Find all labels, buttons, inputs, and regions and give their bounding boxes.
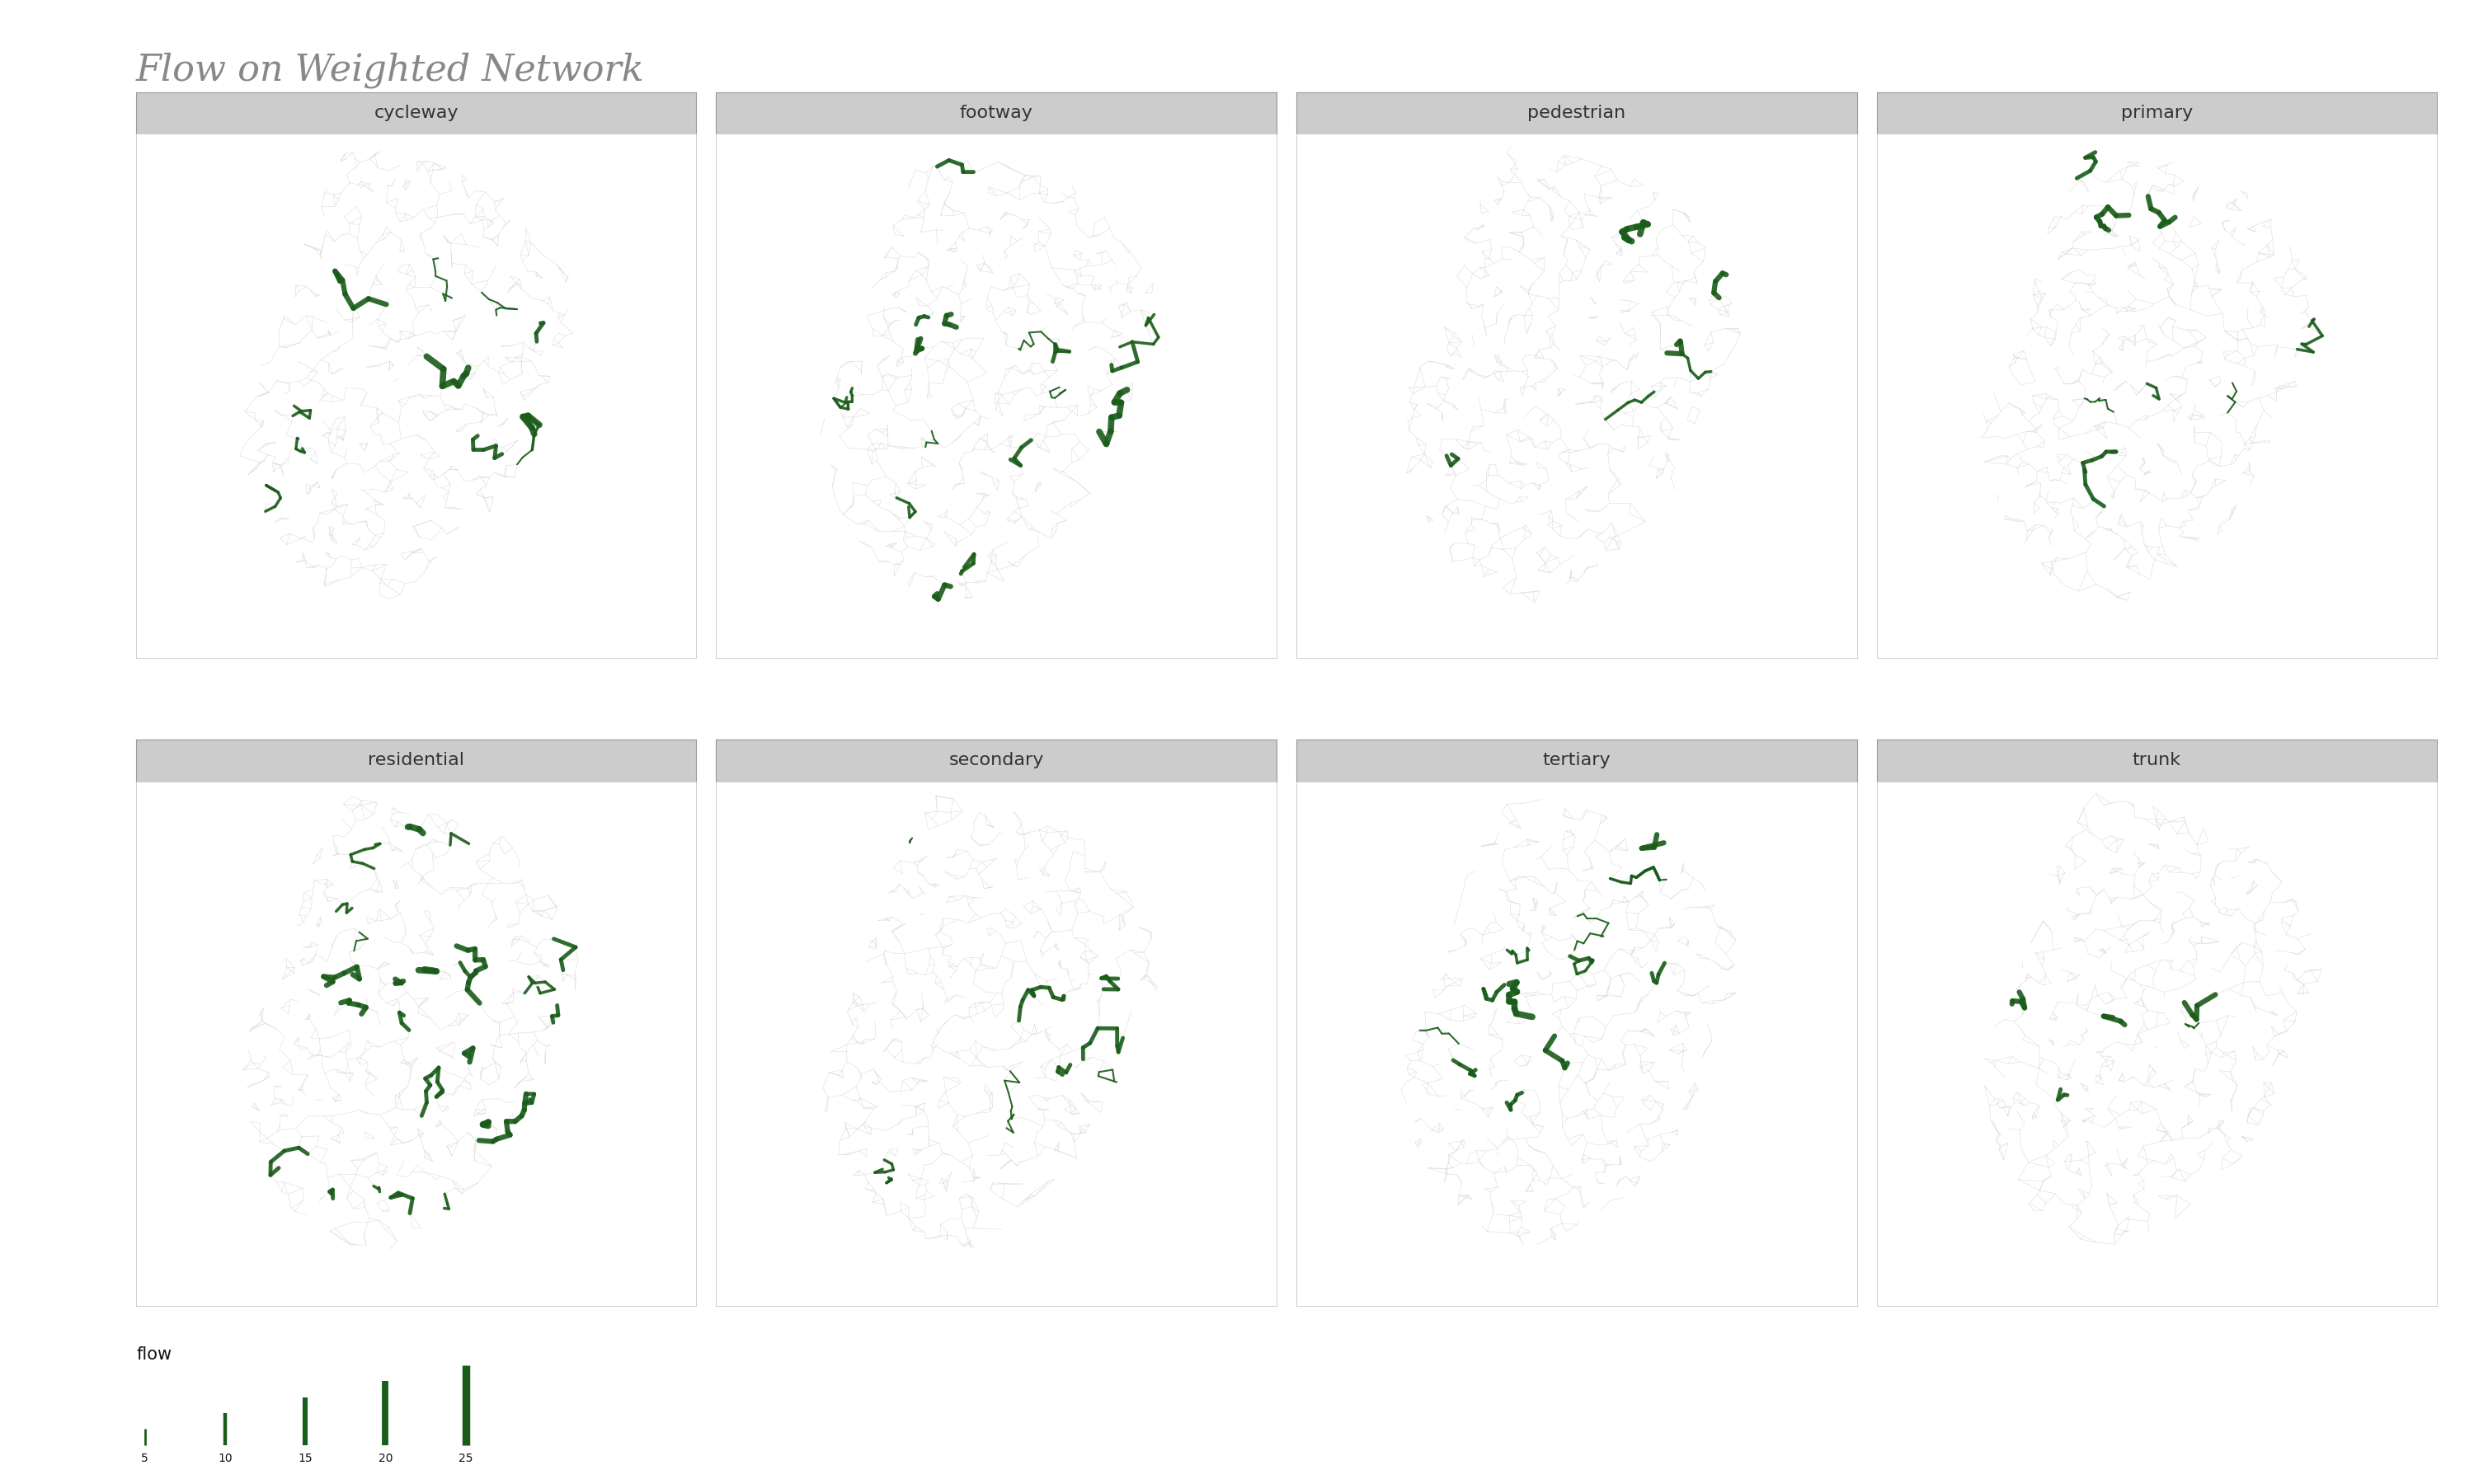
Text: footway: footway [960, 104, 1034, 122]
Text: cycleway: cycleway [374, 104, 458, 122]
Text: 10: 10 [218, 1453, 233, 1465]
Text: 20: 20 [379, 1453, 393, 1465]
Text: flow: flow [136, 1346, 171, 1362]
Text: residential: residential [369, 752, 465, 769]
Text: Flow on Weighted Network: Flow on Weighted Network [136, 52, 646, 88]
Text: tertiary: tertiary [1541, 752, 1611, 769]
Text: 25: 25 [458, 1453, 473, 1465]
Text: 5: 5 [141, 1453, 148, 1465]
Text: primary: primary [2120, 104, 2192, 122]
Text: pedestrian: pedestrian [1526, 104, 1625, 122]
Text: trunk: trunk [2133, 752, 2182, 769]
Text: secondary: secondary [950, 752, 1044, 769]
Text: 15: 15 [297, 1453, 312, 1465]
